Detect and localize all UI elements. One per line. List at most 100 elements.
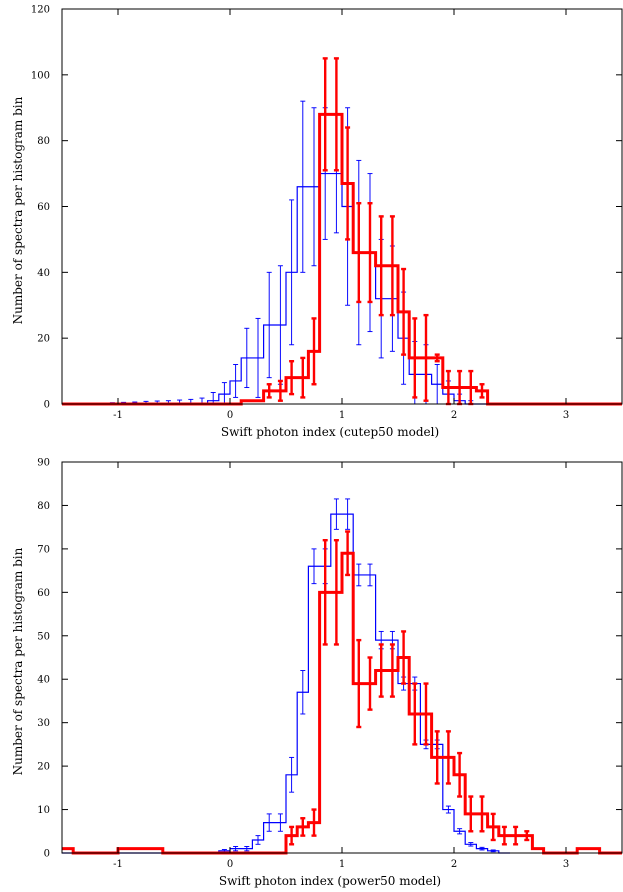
error-bar	[233, 364, 239, 398]
error-bar	[479, 846, 485, 851]
y-tick-label: 80	[37, 136, 50, 147]
error-bar	[423, 682, 429, 746]
series-2-histogram-line	[62, 551, 622, 855]
y-tick-label: 60	[37, 588, 50, 599]
y-tick-label: 40	[37, 675, 50, 686]
y-tick-label: 20	[37, 334, 50, 345]
y-tick-label: 60	[37, 202, 50, 213]
error-bar	[457, 828, 463, 835]
error-bar	[233, 846, 239, 852]
error-bar	[524, 830, 530, 842]
y-tick-label: 20	[37, 762, 50, 773]
y-tick-label: 90	[37, 458, 50, 469]
x-tick-label: 1	[339, 859, 345, 870]
x-tick-label: 0	[227, 859, 233, 870]
error-bar	[333, 539, 339, 646]
error-bar	[501, 825, 507, 846]
y-tick-label: 80	[37, 501, 50, 512]
error-bar	[356, 202, 362, 304]
x-tick-label: 1	[339, 410, 345, 421]
error-bar	[457, 751, 463, 798]
error-bar	[468, 795, 474, 833]
error-bar	[434, 353, 440, 363]
error-bar	[255, 317, 261, 398]
error-bar	[266, 271, 272, 379]
error-bar	[300, 817, 306, 837]
error-bar	[333, 57, 339, 172]
error-bar	[434, 730, 440, 785]
error-bar	[300, 356, 306, 399]
y-tick-label: 100	[31, 70, 50, 81]
error-bar	[345, 126, 351, 241]
error-bar	[266, 383, 272, 399]
error-bar	[244, 327, 250, 389]
x-tick-label: 0	[227, 410, 233, 421]
x-axis-label: Swift photon index (power50 model)	[219, 874, 441, 888]
error-bar	[244, 846, 250, 852]
error-bar	[322, 57, 328, 172]
x-tick-label: 2	[451, 410, 457, 421]
error-bar	[378, 215, 384, 317]
error-bar	[289, 756, 295, 793]
y-tick-label: 40	[37, 268, 50, 279]
error-bar	[468, 842, 474, 847]
error-bar	[490, 849, 496, 853]
error-bar	[445, 730, 451, 785]
error-bar	[401, 267, 407, 356]
error-bar	[300, 670, 306, 715]
error-bar	[289, 199, 295, 346]
error-bar	[423, 313, 429, 402]
error-bar	[311, 548, 317, 585]
error-bar	[401, 630, 407, 685]
error-bar	[389, 643, 395, 698]
error-bar	[311, 107, 317, 267]
error-bar	[277, 379, 283, 402]
error-bar	[367, 656, 373, 711]
y-tick-label: 50	[37, 631, 50, 642]
error-bar	[513, 825, 519, 846]
series-2-histogram-line	[62, 112, 622, 406]
error-bar	[367, 563, 373, 587]
error-bar	[289, 825, 295, 846]
y-tick-label: 30	[37, 718, 50, 729]
x-tick-label: 3	[563, 859, 569, 870]
error-bar	[378, 643, 384, 698]
error-bar	[322, 539, 328, 646]
y-tick-label: 0	[44, 849, 50, 860]
error-bar	[311, 317, 317, 386]
x-tick-label: 3	[563, 410, 569, 421]
error-bar	[333, 498, 339, 530]
error-bar	[300, 100, 306, 273]
error-bar	[412, 682, 418, 746]
error-bar	[311, 808, 317, 837]
error-bar	[479, 795, 485, 833]
error-bar	[345, 530, 351, 577]
error-bar	[479, 383, 485, 399]
error-bar	[445, 805, 451, 814]
error-bar	[367, 202, 373, 304]
y-tick-label: 120	[31, 5, 50, 16]
error-bar	[221, 382, 227, 405]
error-bar	[255, 835, 261, 845]
error-bar	[412, 317, 418, 399]
x-tick-label: -1	[113, 410, 123, 421]
x-axis-label: Swift photon index (cutep50 model)	[221, 425, 439, 439]
error-bar	[490, 812, 496, 842]
y-tick-label: 70	[37, 544, 50, 555]
chart-panel-1: -1 0 1 2 3 0 20 40 60 80 100 120 Swift photon index …	[11, 5, 623, 439]
error-bar	[345, 498, 351, 530]
plot-frame	[61, 461, 623, 854]
error-bar	[356, 563, 362, 587]
error-bar	[210, 391, 216, 405]
x-tick-label: -1	[113, 859, 123, 870]
error-bar	[389, 215, 395, 317]
x-tick-label: 2	[451, 859, 457, 870]
y-tick-label: 10	[37, 805, 50, 816]
series-1-histogram-line	[62, 513, 510, 854]
error-bar	[277, 813, 283, 832]
error-bar	[356, 638, 362, 729]
error-bar	[266, 813, 272, 832]
y-tick-label: 0	[44, 400, 50, 411]
